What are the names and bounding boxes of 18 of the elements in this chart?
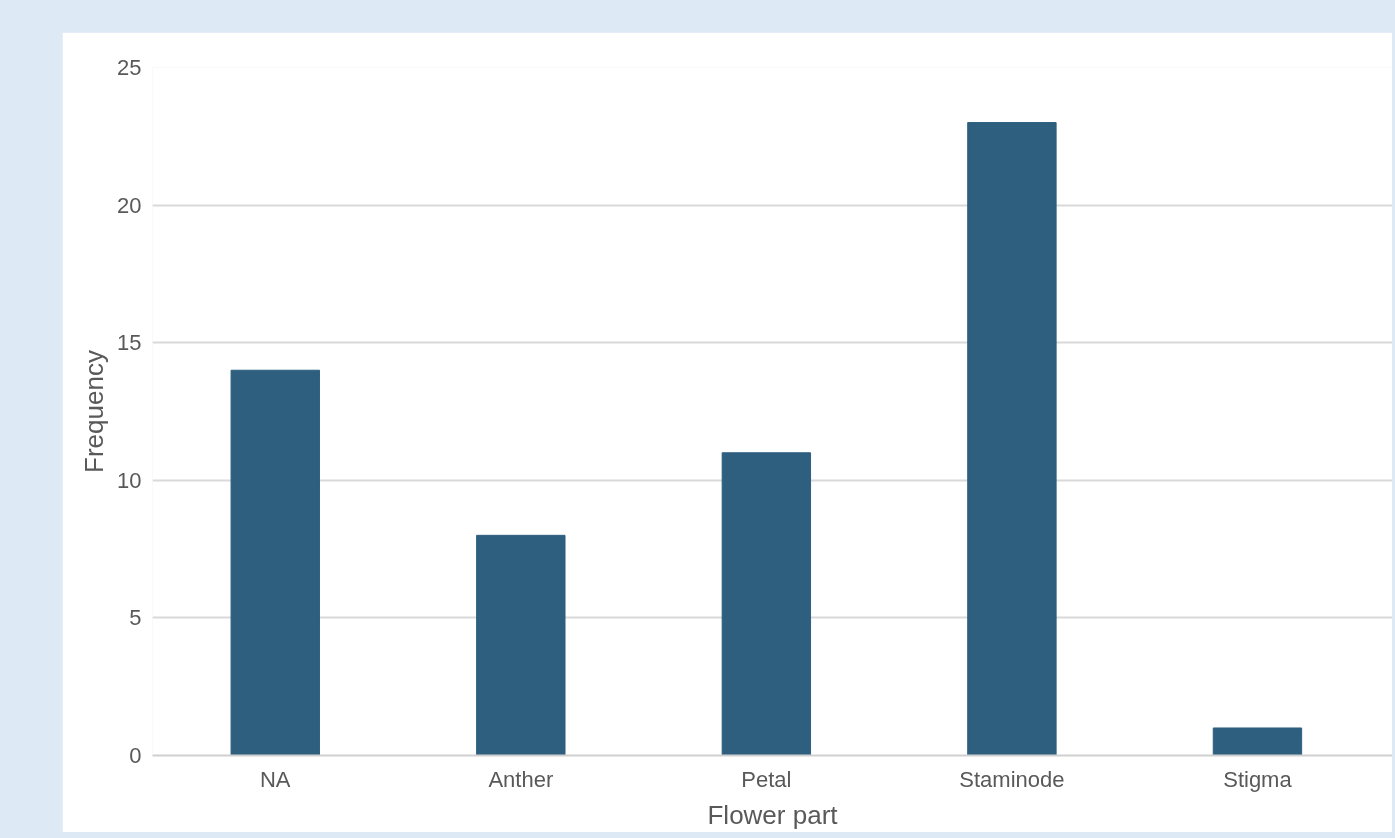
y-tick-label: 20 [117, 192, 142, 218]
x-tick-label: Stigma [1223, 766, 1293, 792]
bar [721, 452, 812, 756]
bar [230, 369, 320, 756]
y-axis-title: Frequency [79, 350, 110, 473]
y-tick-label: 5 [129, 605, 142, 631]
y-tick-label: 0 [129, 743, 142, 768]
y-tick-label: 25 [117, 55, 142, 80]
bar [967, 122, 1057, 756]
x-axis-title: Flower part [707, 799, 839, 830]
y-tick-label: 10 [117, 467, 142, 493]
x-tick-label: Petal [741, 766, 792, 792]
x-tick-label: NA [259, 766, 291, 792]
bar [1212, 727, 1303, 756]
x-tick-label: Anther [488, 766, 554, 792]
y-tick-label: 15 [117, 330, 142, 356]
x-tick-label: Staminode [959, 766, 1065, 792]
bar [476, 534, 566, 756]
